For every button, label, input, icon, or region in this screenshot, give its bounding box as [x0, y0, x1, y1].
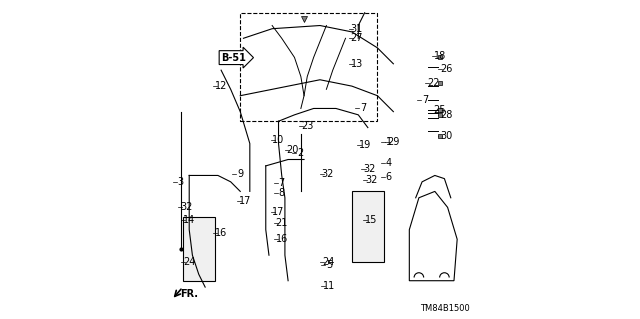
Text: 13: 13	[351, 59, 363, 69]
Text: 11: 11	[323, 280, 335, 291]
Text: 4: 4	[385, 158, 392, 168]
Bar	[240, 13, 378, 121]
Text: 32: 32	[364, 164, 376, 174]
Text: 25: 25	[433, 105, 446, 115]
Text: 5: 5	[326, 260, 332, 270]
Text: 7: 7	[422, 95, 428, 106]
Text: 15: 15	[365, 215, 377, 225]
Text: 26: 26	[440, 63, 452, 74]
Text: 19: 19	[358, 140, 371, 150]
Text: TM84B1500: TM84B1500	[420, 304, 470, 313]
Text: 7: 7	[278, 178, 285, 189]
Text: 17: 17	[239, 196, 252, 206]
Text: 22: 22	[427, 78, 440, 88]
Text: 27: 27	[351, 33, 363, 43]
Text: 7: 7	[360, 103, 366, 114]
Text: 14: 14	[183, 215, 195, 225]
Text: B-51: B-51	[221, 53, 246, 63]
Text: 29: 29	[387, 137, 399, 147]
Text: 32: 32	[322, 169, 334, 179]
Text: 28: 28	[440, 110, 452, 120]
Text: 18: 18	[433, 51, 445, 61]
Text: 32: 32	[365, 175, 377, 185]
Text: 24: 24	[183, 256, 195, 267]
Bar	[352, 191, 384, 262]
Text: 17: 17	[273, 207, 285, 217]
Text: FR.: FR.	[180, 289, 198, 299]
Text: 20: 20	[287, 145, 299, 155]
Text: 12: 12	[215, 81, 227, 91]
Text: 1: 1	[385, 137, 392, 147]
Text: 30: 30	[440, 130, 452, 141]
Text: 10: 10	[273, 135, 285, 145]
Text: 9: 9	[237, 169, 243, 179]
Bar	[183, 217, 215, 281]
Text: 24: 24	[322, 256, 334, 267]
Text: 6: 6	[385, 172, 392, 182]
Text: 32: 32	[180, 202, 192, 212]
Text: 3: 3	[177, 177, 184, 187]
Text: 2: 2	[297, 148, 303, 158]
Text: 21: 21	[276, 218, 288, 228]
Text: 16: 16	[276, 234, 288, 244]
Text: 23: 23	[301, 121, 314, 131]
Text: 31: 31	[351, 24, 363, 34]
Text: 16: 16	[215, 228, 227, 238]
Text: 8: 8	[278, 188, 285, 198]
